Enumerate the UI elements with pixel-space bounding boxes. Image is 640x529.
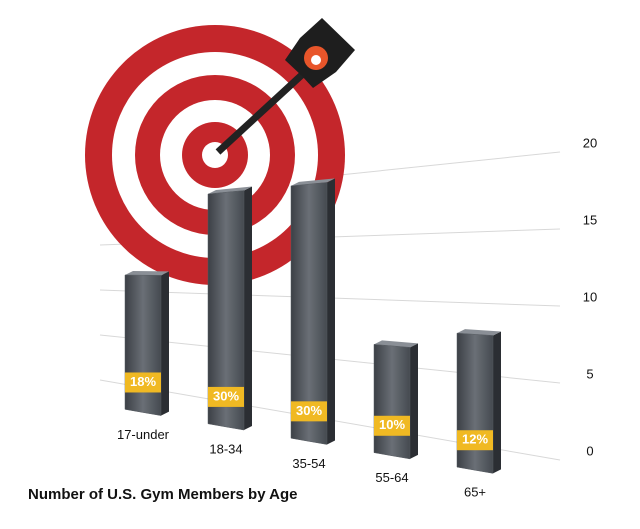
bar-top [208, 186, 252, 194]
bar [456, 332, 494, 474]
percent-label: 18% [130, 374, 156, 389]
bar [124, 274, 162, 416]
x-tick-label: 18-34 [209, 441, 242, 456]
arrow [215, 18, 355, 155]
bar-side [410, 343, 418, 459]
x-tick-label: 55-64 [375, 470, 408, 485]
bar-side [244, 186, 252, 431]
bar-side [161, 271, 169, 416]
percent-label-box [457, 430, 493, 451]
y-tick-label: 20 [583, 135, 597, 150]
bar-top [374, 340, 418, 348]
bar-top [457, 329, 501, 336]
bars: 18% 30% 30% 10% 12% [124, 178, 501, 474]
bar-side [327, 178, 335, 445]
bar [207, 190, 245, 431]
y-tick-label: 10 [583, 289, 597, 304]
percent-label-box [291, 401, 327, 422]
logo [311, 55, 321, 65]
y-tick-label: 0 [586, 443, 593, 458]
percent-label: 30% [213, 388, 239, 403]
x-tick-label: 17-under [117, 427, 170, 442]
y-tick-label: 15 [583, 212, 597, 227]
y-tick-label: 5 [586, 366, 593, 381]
percent-label: 30% [296, 403, 322, 418]
percent-label-box [374, 415, 410, 436]
percent-label: 10% [379, 417, 405, 432]
x-tick-label: 65+ [464, 485, 486, 500]
bar [373, 344, 411, 460]
percent-label-box [125, 372, 161, 393]
bar [290, 182, 328, 445]
percent-label-box [208, 386, 244, 407]
percent-label: 12% [462, 432, 488, 447]
arrow-shaft [215, 69, 308, 155]
bar-top [291, 178, 335, 186]
bar-side [493, 331, 501, 474]
bar-top [125, 270, 169, 276]
x-tick-label: 35-54 [292, 456, 325, 471]
chart-title: Number of U.S. Gym Members by Age [28, 486, 298, 503]
